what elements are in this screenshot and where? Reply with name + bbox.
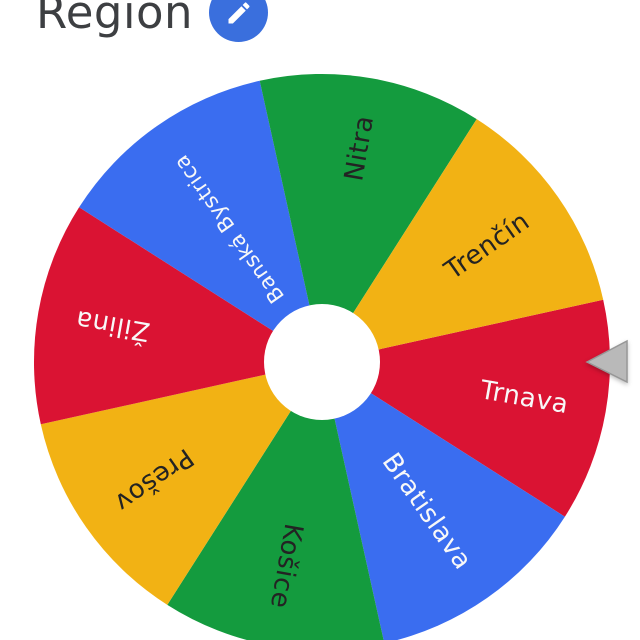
wheel-segment-trencin (322, 119, 604, 362)
wheel-title: Region (36, 0, 194, 39)
wheel-segment-banska-bystrica (79, 80, 322, 363)
pencil-icon (225, 0, 253, 27)
wheel-segment-nitra (259, 73, 477, 363)
wheel-segment-trnava (322, 299, 611, 517)
wheel-segment-zilina (33, 207, 323, 425)
wheel-hub (264, 304, 380, 420)
wheel-segment-presov (40, 362, 323, 605)
wheel-segments (33, 73, 611, 640)
wheel-pointer-icon (585, 339, 628, 384)
wheel-segment-kosice (167, 362, 384, 640)
wheel-segment-bratislava (322, 362, 565, 640)
